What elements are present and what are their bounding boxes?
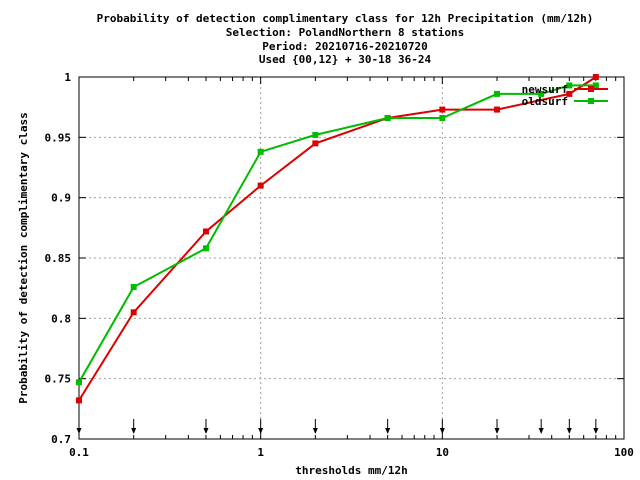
- chart-title: Probability of detection complimentary c…: [97, 12, 594, 66]
- threshold-marker-arrow: [566, 428, 572, 434]
- series-layer: [76, 74, 599, 404]
- threshold-marker-arrow: [312, 428, 318, 434]
- data-point-oldsurf: [538, 90, 545, 97]
- y-tick-label: 0.75: [45, 373, 72, 386]
- legend-label-newsurf: newsurf: [522, 83, 568, 96]
- data-point-oldsurf: [202, 245, 209, 252]
- legend-marker-oldsurf: [588, 98, 594, 104]
- x-axis-label: thresholds mm/12h: [295, 464, 408, 477]
- data-point-oldsurf: [257, 148, 264, 155]
- data-point-newsurf: [202, 228, 209, 235]
- data-point-newsurf: [257, 182, 264, 189]
- data-point-newsurf: [592, 74, 599, 80]
- threshold-markers: [76, 419, 599, 434]
- data-point-newsurf: [76, 397, 82, 404]
- threshold-marker-arrow: [439, 428, 445, 434]
- x-tick-label: 0.1: [69, 446, 89, 459]
- data-point-oldsurf: [130, 283, 137, 290]
- title-line-4: Used {00,12} + 30-18 36-24: [259, 53, 432, 66]
- title-line-3: Period: 20210716-20210720: [262, 40, 428, 53]
- threshold-marker-arrow: [538, 428, 544, 434]
- y-tick-label: 1: [64, 71, 71, 84]
- data-point-oldsurf: [566, 82, 573, 89]
- data-point-newsurf: [494, 106, 501, 113]
- x-tick-label: 100: [614, 446, 634, 459]
- threshold-marker-arrow: [203, 428, 209, 434]
- y-tick-label: 0.7: [51, 433, 71, 446]
- axis-ticks: 0.7 0.75 0.8 0.85 0.9 0.95 1 0.1 1 10 100: [45, 71, 634, 459]
- y-tick-label: 0.8: [51, 312, 71, 325]
- data-point-newsurf: [312, 140, 319, 147]
- grid: [79, 77, 624, 439]
- series-line-newsurf: [78, 76, 597, 401]
- data-point-newsurf: [130, 309, 137, 316]
- threshold-marker-arrow: [258, 428, 264, 434]
- x-tick-label: 10: [436, 446, 449, 459]
- data-point-oldsurf: [384, 115, 391, 122]
- data-point-oldsurf: [312, 131, 319, 138]
- threshold-marker-arrow: [131, 428, 137, 434]
- threshold-marker-arrow: [593, 428, 599, 434]
- legend-marker-newsurf: [588, 86, 594, 92]
- y-tick-label: 0.95: [45, 131, 72, 144]
- threshold-marker-arrow: [494, 428, 500, 434]
- data-point-oldsurf: [592, 82, 599, 89]
- data-point-oldsurf: [76, 379, 82, 386]
- threshold-marker-arrow: [385, 428, 391, 434]
- title-line-2: Selection: PolandNorthern 8 stations: [226, 26, 464, 39]
- data-point-newsurf: [439, 106, 446, 113]
- legend-label-oldsurf: oldsurf: [522, 95, 568, 108]
- threshold-marker-arrow: [76, 428, 82, 434]
- y-tick-label: 0.9: [51, 192, 71, 205]
- y-tick-label: 0.85: [45, 252, 72, 265]
- data-point-oldsurf: [494, 90, 501, 97]
- y-axis-label: Probability of detection complimentary c…: [17, 112, 30, 403]
- x-tick-label: 1: [257, 446, 264, 459]
- title-line-1: Probability of detection complimentary c…: [97, 12, 594, 25]
- data-point-newsurf: [566, 90, 573, 97]
- data-point-oldsurf: [439, 115, 446, 122]
- series-line-oldsurf: [78, 84, 596, 383]
